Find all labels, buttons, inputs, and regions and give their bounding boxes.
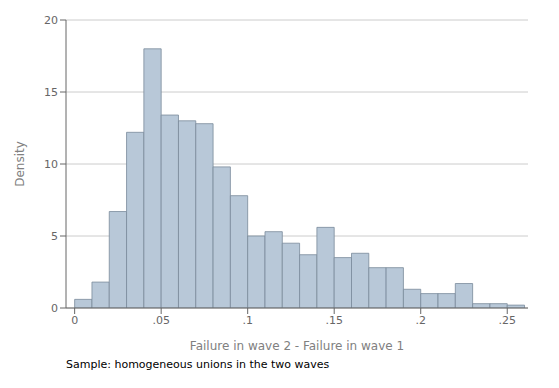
html-text:Sample: homogeneous unions in: Sample: homogeneous unions in the two wa… <box>66 358 330 371</box>
svg-text:.1: .1 <box>242 314 253 327</box>
svg-text:Density: Density <box>13 141 27 187</box>
svg-text:.05: .05 <box>152 314 170 327</box>
svg-text:5: 5 <box>51 230 58 243</box>
svg-text:Failure in wave 2 - Failure in: Failure in wave 2 - Failure in wave 1 <box>190 339 404 353</box>
svg-text:15: 15 <box>44 86 58 99</box>
svg-text:20: 20 <box>44 14 58 27</box>
svg-text:.25: .25 <box>498 314 516 327</box>
svg-text:10: 10 <box>44 158 58 171</box>
svg-text:.15: .15 <box>325 314 343 327</box>
svg-text:0: 0 <box>71 314 78 327</box>
svg-text:.2: .2 <box>415 314 426 327</box>
svg-text:0: 0 <box>51 302 58 315</box>
